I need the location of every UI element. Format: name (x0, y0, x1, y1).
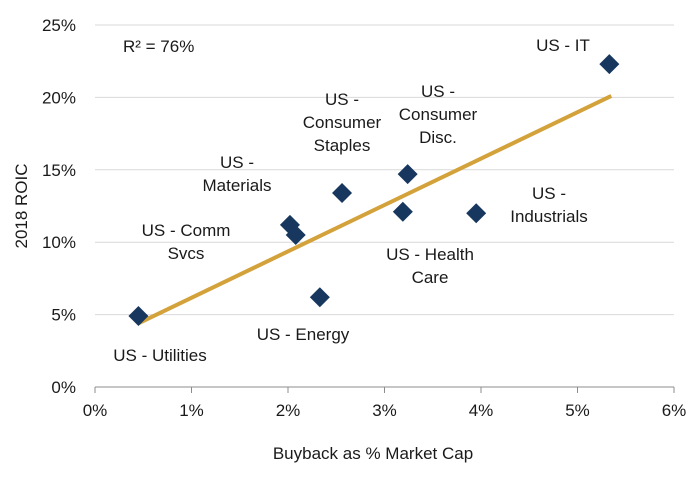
point-label: US - IT (536, 36, 590, 55)
data-point-marker (397, 164, 418, 185)
y-tick-label: 10% (42, 233, 76, 252)
y-tick-label: 0% (51, 378, 76, 397)
data-points (128, 54, 620, 327)
data-point-marker (599, 54, 620, 75)
point-label: US - Health Care (386, 245, 474, 287)
data-point-marker (332, 182, 353, 203)
x-tick-label: 5% (565, 401, 590, 420)
data-point-marker (392, 201, 413, 222)
point-label: US - Utilities (113, 346, 207, 365)
point-label: US - Energy (257, 325, 350, 344)
y-axis-title: 2018 ROIC (12, 163, 31, 248)
x-tick-label: 6% (662, 401, 687, 420)
point-label: US -Consumer Staples (303, 90, 382, 155)
data-point-marker (466, 203, 487, 224)
point-label: US -Materials (203, 153, 272, 195)
x-tick-label: 0% (83, 401, 108, 420)
data-point-marker (285, 224, 306, 245)
x-tick-label: 2% (276, 401, 301, 420)
trendline-layer (137, 94, 613, 326)
y-tick-label: 20% (42, 88, 76, 107)
y-tick-label: 15% (42, 161, 76, 180)
x-tick-label: 3% (372, 401, 397, 420)
point-labels: US - Utilities US - Comm Svcs US -Materials… (113, 36, 590, 365)
x-tick-label: 1% (179, 401, 204, 420)
point-label: US - Comm Svcs (142, 221, 231, 263)
x-tick-label: 4% (469, 401, 494, 420)
y-tick-label: 25% (42, 16, 76, 35)
point-label: US -Consumer Disc. (399, 82, 478, 147)
data-point-marker (309, 287, 330, 308)
trendline (137, 94, 613, 326)
r-squared-annotation: R² = 76% (123, 37, 194, 56)
axes: 0% 5% 10% 15% 20% 25% 0% 1% 2% 3% 4% 5% 6% (42, 16, 686, 420)
point-label: US -Industrials (510, 184, 587, 226)
y-tick-label: 5% (51, 306, 76, 325)
x-axis-title: Buyback as % Market Cap (273, 444, 473, 463)
data-point-marker (128, 306, 149, 327)
gridlines (95, 24, 674, 316)
